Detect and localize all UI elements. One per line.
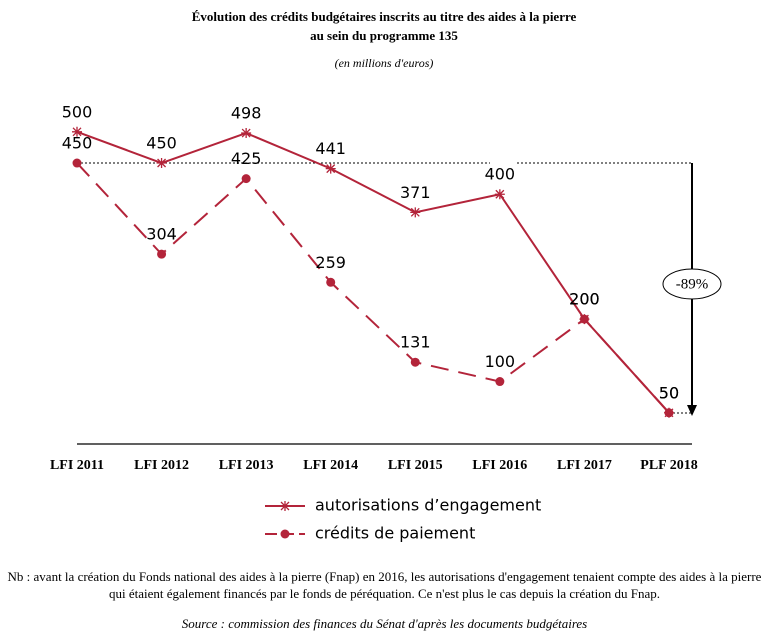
legend-label: crédits de paiement [315, 524, 475, 543]
point [241, 128, 252, 139]
chart-title: Évolution des crédits budgétaires inscri… [192, 9, 577, 24]
point [325, 163, 336, 174]
point [579, 314, 589, 324]
annotation: -89% [676, 276, 709, 292]
data-label: 450 [146, 134, 177, 153]
x-tick-label: LFI 2012 [134, 458, 189, 473]
legend-label: autorisations d’engagement [315, 496, 541, 515]
data-label: 259 [315, 253, 346, 272]
point [157, 249, 167, 259]
x-tick-label: LFI 2015 [388, 458, 443, 473]
chart-subtitle: (en millions d'euros) [335, 56, 434, 70]
point [280, 529, 290, 539]
x-tick-label: LFI 2013 [219, 458, 274, 473]
point [410, 357, 420, 367]
data-label: 441 [315, 139, 346, 158]
x-tick-label: LFI 2014 [303, 458, 358, 473]
point [241, 174, 251, 184]
point [156, 158, 167, 169]
data-label: 500 [62, 102, 93, 121]
chart: Évolution des crédits budgétaires inscri… [50, 9, 722, 543]
line [76, 162, 670, 414]
annotation-box [662, 268, 722, 300]
data-label: 131 [400, 333, 431, 352]
chart-title: au sein du programme 135 [310, 28, 458, 43]
data-label: 100 [485, 352, 516, 371]
data-label: 50 [659, 383, 679, 402]
x-tick-label: LFI 2011 [50, 458, 104, 473]
point [495, 377, 505, 387]
data-label: 498 [231, 104, 262, 123]
data-label: 50 [659, 383, 679, 402]
note: Nb : avant la création du Fonds national… [7, 569, 762, 601]
data-label: 200 [569, 290, 600, 309]
arrow-head [687, 405, 697, 416]
point [494, 189, 505, 200]
point [72, 158, 82, 168]
point [664, 408, 674, 418]
x-tick-label: LFI 2017 [557, 458, 612, 473]
data-label: 304 [146, 225, 177, 244]
point [326, 277, 336, 287]
line [76, 130, 670, 414]
point [410, 207, 421, 218]
data-label: 371 [400, 183, 431, 202]
x-tick-label: LFI 2016 [472, 458, 527, 473]
point [280, 501, 290, 511]
point [72, 126, 82, 137]
data-label: 400 [485, 165, 516, 184]
x-tick-label: PLF 2018 [640, 458, 697, 473]
data-label: 450 [62, 134, 93, 153]
source: Source : commission des finances du Séna… [181, 616, 588, 631]
data-label: 425 [231, 149, 262, 168]
data-label: 200 [569, 290, 600, 309]
